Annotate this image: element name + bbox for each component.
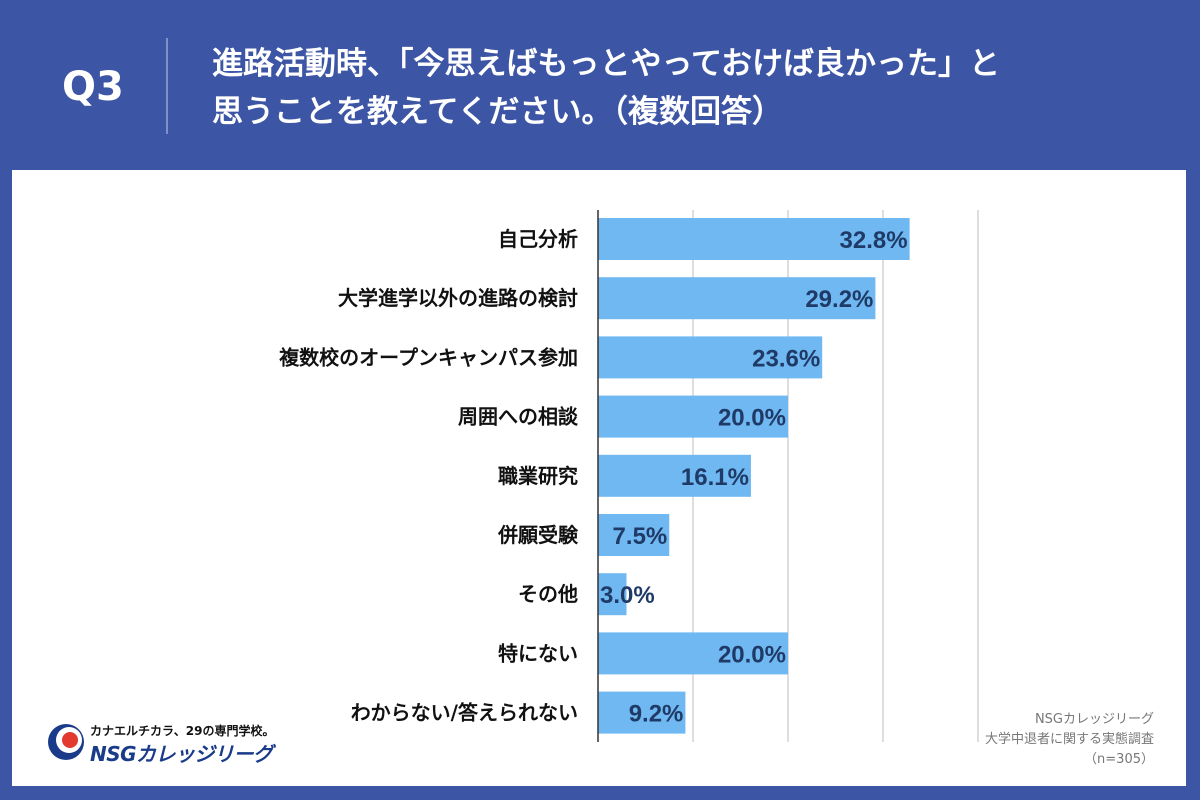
category-label-5: 職業研究: [498, 464, 578, 488]
category-label-4: 周囲への相談: [458, 405, 579, 429]
value-label-7: 3.0%: [600, 582, 655, 609]
bar-6: [598, 514, 670, 556]
category-label-6: 併願受験: [497, 523, 579, 547]
nsg-logo: カナエルチカラ、29の専門学校。 NSGカレッジリーグ: [46, 718, 306, 768]
question-title-line2: 思うことを教えてください。（複数回答）: [212, 94, 784, 130]
category-label-8: 特にない: [498, 641, 578, 665]
bar-2: [598, 277, 876, 320]
logo-tagline: カナエルチカラ、29の専門学校。: [90, 724, 275, 738]
value-label-6: 7.5%: [613, 523, 668, 550]
question-title: 進路活動時、「今思えばもっとやっておけば良かった」と 思うことを教えてください。…: [212, 40, 1000, 136]
logo-name: NSGカレッジリーグ: [90, 742, 273, 766]
bar-9: [598, 691, 686, 734]
bar-3: [598, 336, 823, 379]
value-label-9: 9.2%: [629, 701, 684, 728]
value-label-1: 32.8%: [840, 227, 908, 254]
value-label-4: 20.0%: [718, 405, 786, 432]
value-label-5: 16.1%: [681, 464, 749, 491]
bar-7: [598, 573, 627, 616]
value-label-8: 20.0%: [718, 641, 786, 668]
source-line2: 大学中退者に関する実態調査: [984, 732, 1154, 747]
source-line1: NSGカレッジリーグ: [1034, 712, 1154, 727]
category-label-3: 複数校のオープンキャンパス参加: [279, 345, 578, 369]
category-label-7: その他: [518, 582, 578, 606]
bar-5: [598, 454, 751, 497]
nsg-logo-icon: [48, 724, 84, 760]
header-divider: [166, 38, 168, 134]
header: Q3 進路活動時、「今思えばもっとやっておけば良かった」と 思うことを教えてくだ…: [0, 0, 1200, 170]
category-label-2: 大学進学以外の進路の検討: [338, 286, 578, 310]
bar-1: [598, 218, 910, 260]
value-label-2: 29.2%: [805, 286, 873, 313]
source-note: NSGカレッジリーグ 大学中退者に関する実態調査 （n=305）: [985, 710, 1154, 770]
bar-8: [598, 632, 788, 675]
category-label-1: 自己分析: [498, 227, 578, 251]
question-title-line1: 進路活動時、「今思えばもっとやっておけば良かった」と: [212, 46, 1001, 82]
value-label-3: 23.6%: [752, 345, 820, 372]
bar-4: [598, 395, 788, 438]
source-line3: （n=305）: [1084, 752, 1154, 767]
category-label-9: わからない/答えられない: [351, 701, 578, 725]
question-label: Q3: [62, 64, 124, 110]
